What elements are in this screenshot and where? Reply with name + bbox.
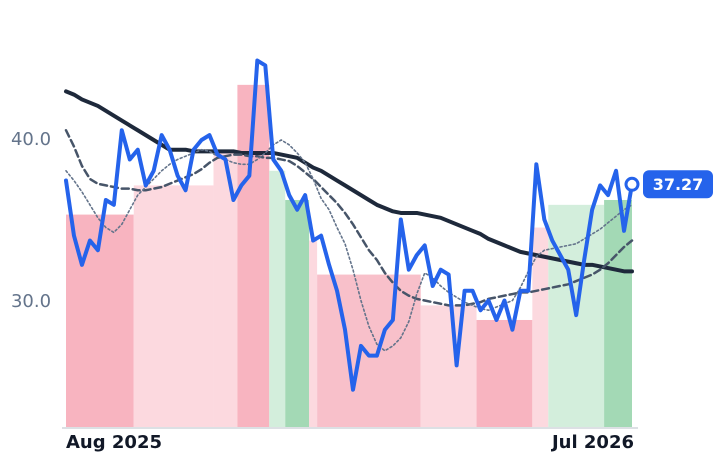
x-tick-label: Jul 2026 [550, 432, 634, 453]
value-badge [643, 170, 713, 199]
region-bar [604, 199, 632, 427]
line-series [65, 139, 633, 352]
region-bar [532, 227, 549, 427]
region-bar [476, 319, 533, 427]
region-bar [269, 170, 286, 428]
region-bar [309, 240, 318, 427]
y-tick-label: 30.0 [11, 291, 51, 312]
region-bar [213, 149, 238, 427]
y-tick-label: 40.0 [11, 129, 51, 150]
region-bar [285, 199, 310, 427]
line-series [64, 129, 634, 307]
region-bar [420, 305, 477, 427]
line-series [64, 58, 634, 392]
region-bar [133, 185, 214, 427]
region-bar [317, 274, 421, 427]
last-point [624, 176, 640, 192]
value-badge-label: 37.27 [653, 175, 704, 194]
x-tick-label: Aug 2025 [66, 432, 162, 453]
